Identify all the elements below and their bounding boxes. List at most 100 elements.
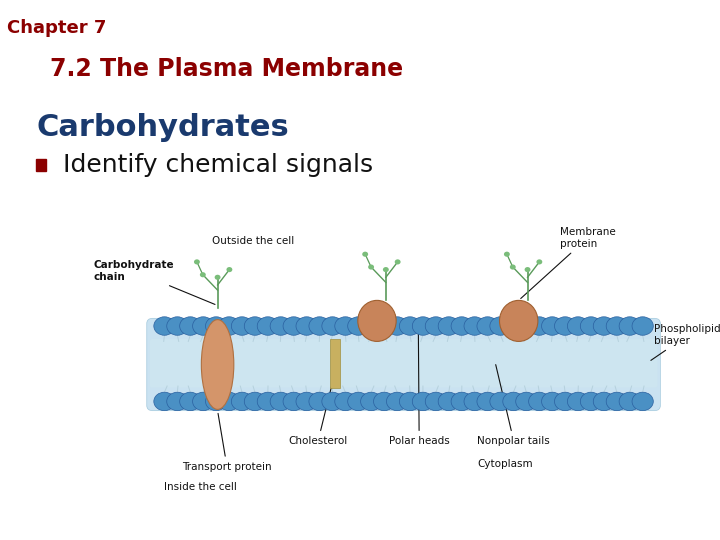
Circle shape [567,392,589,411]
Circle shape [400,317,420,335]
Circle shape [368,265,374,269]
Circle shape [413,317,433,335]
Text: Phospholipid
bilayer: Phospholipid bilayer [651,325,720,360]
Circle shape [400,392,420,411]
Circle shape [361,392,382,411]
Circle shape [200,272,206,278]
Circle shape [270,317,292,335]
Circle shape [374,317,395,335]
Circle shape [361,317,382,335]
FancyBboxPatch shape [150,339,657,388]
Bar [330,339,341,388]
Circle shape [464,317,485,335]
Circle shape [205,317,227,335]
Circle shape [525,267,531,272]
Circle shape [580,392,602,411]
Circle shape [490,392,511,411]
Ellipse shape [202,320,234,409]
Circle shape [516,317,537,335]
Circle shape [619,392,640,411]
Circle shape [477,317,498,335]
Circle shape [180,392,201,411]
Circle shape [554,317,576,335]
Circle shape [490,317,511,335]
Circle shape [257,317,279,335]
Circle shape [244,317,266,335]
Circle shape [257,392,279,411]
Circle shape [167,392,188,411]
Circle shape [335,392,356,411]
Text: Polar heads: Polar heads [389,329,449,446]
Circle shape [580,317,602,335]
Circle shape [383,267,389,272]
Circle shape [374,392,395,411]
Circle shape [226,267,233,272]
Circle shape [362,252,368,256]
Circle shape [438,392,459,411]
Circle shape [503,392,524,411]
Circle shape [554,392,576,411]
Circle shape [516,392,537,411]
Text: Inside the cell: Inside the cell [164,482,238,492]
Circle shape [283,317,305,335]
Circle shape [528,317,550,335]
Circle shape [283,392,305,411]
Circle shape [335,317,356,335]
Circle shape [296,317,318,335]
Circle shape [180,317,201,335]
Text: Transport protein: Transport protein [182,414,271,471]
Text: 7.2 The Plasma Membrane: 7.2 The Plasma Membrane [50,57,403,80]
Ellipse shape [500,300,538,341]
Circle shape [244,392,266,411]
Circle shape [413,392,433,411]
Circle shape [322,317,343,335]
Text: Nonpolar tails: Nonpolar tails [477,364,550,446]
Circle shape [593,392,615,411]
Circle shape [309,317,330,335]
Circle shape [632,317,653,335]
Circle shape [154,392,175,411]
Circle shape [192,317,214,335]
Circle shape [154,317,175,335]
Circle shape [387,317,408,335]
Circle shape [192,392,214,411]
Circle shape [541,317,563,335]
Circle shape [426,317,446,335]
Circle shape [167,317,188,335]
Circle shape [322,392,343,411]
Circle shape [593,317,615,335]
Circle shape [309,392,330,411]
Circle shape [632,392,653,411]
Circle shape [296,392,318,411]
FancyBboxPatch shape [147,319,660,410]
Circle shape [348,392,369,411]
Text: Carbohydrates: Carbohydrates [36,113,289,143]
Circle shape [619,317,640,335]
Circle shape [567,317,589,335]
Circle shape [194,259,200,265]
Circle shape [606,317,627,335]
Circle shape [451,392,472,411]
Circle shape [426,392,446,411]
Circle shape [387,392,408,411]
Circle shape [270,392,292,411]
Circle shape [541,392,563,411]
Circle shape [504,252,510,256]
Circle shape [510,265,516,269]
Circle shape [205,392,227,411]
Circle shape [231,392,253,411]
Text: Identify chemical signals: Identify chemical signals [63,153,374,177]
Circle shape [215,275,220,280]
Circle shape [218,392,240,411]
Circle shape [606,392,627,411]
Ellipse shape [358,300,396,341]
Circle shape [451,317,472,335]
Circle shape [438,317,459,335]
Circle shape [528,392,550,411]
Circle shape [395,259,400,265]
Circle shape [536,259,542,265]
Circle shape [348,317,369,335]
Text: Membrane
protein: Membrane protein [521,227,616,299]
Text: Cholesterol: Cholesterol [289,372,348,446]
Circle shape [477,392,498,411]
